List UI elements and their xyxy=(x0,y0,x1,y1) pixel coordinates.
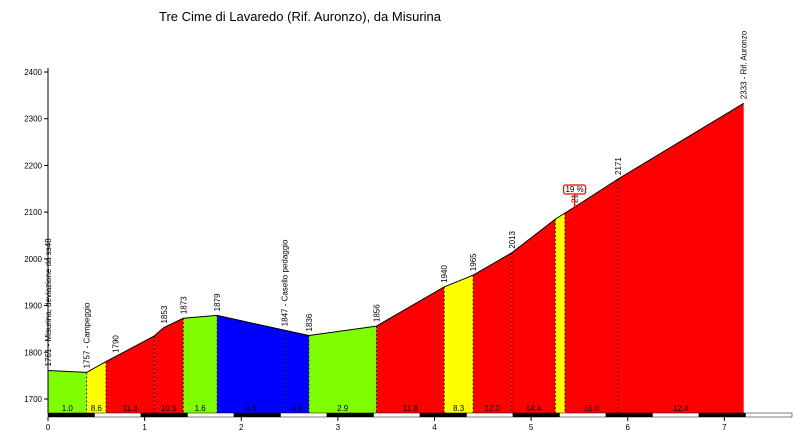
x-axis-band-3 xyxy=(187,412,235,418)
y-tick-label-6: 2300 xyxy=(24,115,42,124)
grade-label-0: 1.0 xyxy=(62,404,74,413)
segment-area-12 xyxy=(555,213,565,413)
x-axis-band-11 xyxy=(559,412,607,418)
grade-label-8: 11.8 xyxy=(403,404,419,413)
segment-area-2 xyxy=(105,335,155,413)
waypoint-label-13: 2171 xyxy=(614,157,623,175)
x-tick-label-0: 0 xyxy=(46,423,51,432)
x-tick-label-3: 3 xyxy=(336,423,341,432)
marker-box xyxy=(562,184,587,195)
x-axis-band-10 xyxy=(512,412,560,418)
y-tick-label-1: 1800 xyxy=(24,348,42,357)
segment-area-0 xyxy=(48,370,87,413)
x-tick-label-6: 6 xyxy=(626,423,631,432)
segment-area-3 xyxy=(154,318,184,413)
x-axis-band-1 xyxy=(94,412,142,418)
x-tick-label-5: 5 xyxy=(529,423,534,432)
x-axis-band-9 xyxy=(466,412,514,418)
x-axis-band-12 xyxy=(605,412,653,418)
profile-segments xyxy=(47,102,744,414)
x-axis-band-5 xyxy=(280,412,328,418)
segment-area-13 xyxy=(564,179,619,413)
grade-label-2: 11.3 xyxy=(123,404,139,413)
x-axis-band-4 xyxy=(233,412,281,418)
chart-title: Tre Cime di Lavaredo (Rif. Auronzo), da … xyxy=(159,9,442,24)
x-tick-label-4: 4 xyxy=(432,423,437,432)
x-axis-band-6 xyxy=(326,412,374,418)
y-tick-label-4: 2100 xyxy=(24,208,42,217)
x-axis-band-0 xyxy=(47,412,95,418)
segment-area-5 xyxy=(217,315,285,413)
x-tick-label-2: 2 xyxy=(239,423,244,432)
waypoint-label-6: 1847 - Casello pedaggio xyxy=(281,239,290,326)
grade-label-7: 2.9 xyxy=(337,404,349,413)
waypoint-label-14: 2333 - Rif. Auronzo xyxy=(740,30,749,99)
segment-area-11 xyxy=(511,219,556,413)
segment-area-10 xyxy=(473,252,512,413)
grade-label-10: 12.0 xyxy=(485,404,501,413)
segment-area-7 xyxy=(308,326,377,413)
grade-label-6: 4.6 xyxy=(291,404,303,413)
waypoint-label-2: 1790 xyxy=(112,335,121,353)
segment-area-9 xyxy=(444,275,474,413)
waypoint-label-3: 1853 xyxy=(160,305,169,323)
grade-label-11: 14.4 xyxy=(526,404,542,413)
waypoint-label-9: 1940 xyxy=(440,265,449,283)
waypoint-label-8: 1856 xyxy=(373,304,382,322)
x-tick-label-1: 1 xyxy=(142,423,147,432)
x-axis-band-8 xyxy=(419,412,467,418)
waypoint-label-11: 2013 xyxy=(508,230,517,248)
waypoint-label-7: 1836 xyxy=(305,313,314,331)
segment-area-1 xyxy=(86,361,106,413)
grade-label-9: 8.3 xyxy=(453,404,465,413)
grade-label-5: 4.6 xyxy=(245,404,257,413)
y-tick-label-5: 2200 xyxy=(24,161,42,170)
waypoint-label-10: 1965 xyxy=(469,253,478,271)
segment-area-14 xyxy=(618,103,744,414)
waypoint-label-4: 1873 xyxy=(179,296,188,314)
segment-area-8 xyxy=(376,286,445,413)
y-tick-label-7: 2400 xyxy=(24,68,42,77)
max-grade-marker: 19 % xyxy=(562,184,587,207)
x-axis-band-2 xyxy=(140,412,188,418)
grade-label-13: 15.0 xyxy=(584,404,600,413)
waypoint-label-1: 1757 - Campeggio xyxy=(83,302,92,368)
y-tick-label-2: 1900 xyxy=(24,302,42,311)
y-tick-label-3: 2000 xyxy=(24,255,42,264)
y-tick-label-0: 1700 xyxy=(24,395,42,404)
grade-label-14: 12.4 xyxy=(673,404,689,413)
axes: 1700 1800 1900 2000 2100 2200 2300 2400 0 1 2 3 4 5 6 7 xyxy=(24,68,793,432)
x-axis-band-14 xyxy=(698,412,746,418)
marker-label: 19 % xyxy=(565,185,583,194)
x-axis-band-13 xyxy=(652,412,700,418)
x-axis-band-15 xyxy=(745,412,793,418)
grade-labels: 1.0 8.6 11.3 10.5 1.6 4.6 4.6 2.9 11.8 8.3 12.0 14.… xyxy=(62,404,689,413)
x-tick-label-7: 7 xyxy=(722,423,727,432)
x-axis-band-7 xyxy=(373,412,421,418)
segment-area-4 xyxy=(183,315,218,413)
segment-dividers xyxy=(86,178,619,413)
segment-area-6 xyxy=(284,330,309,413)
waypoint-label-5: 1879 xyxy=(213,293,222,311)
grade-label-4: 1.6 xyxy=(195,404,207,413)
grade-label-3: 10.5 xyxy=(161,404,177,413)
grade-label-1: 8.6 xyxy=(91,404,103,413)
